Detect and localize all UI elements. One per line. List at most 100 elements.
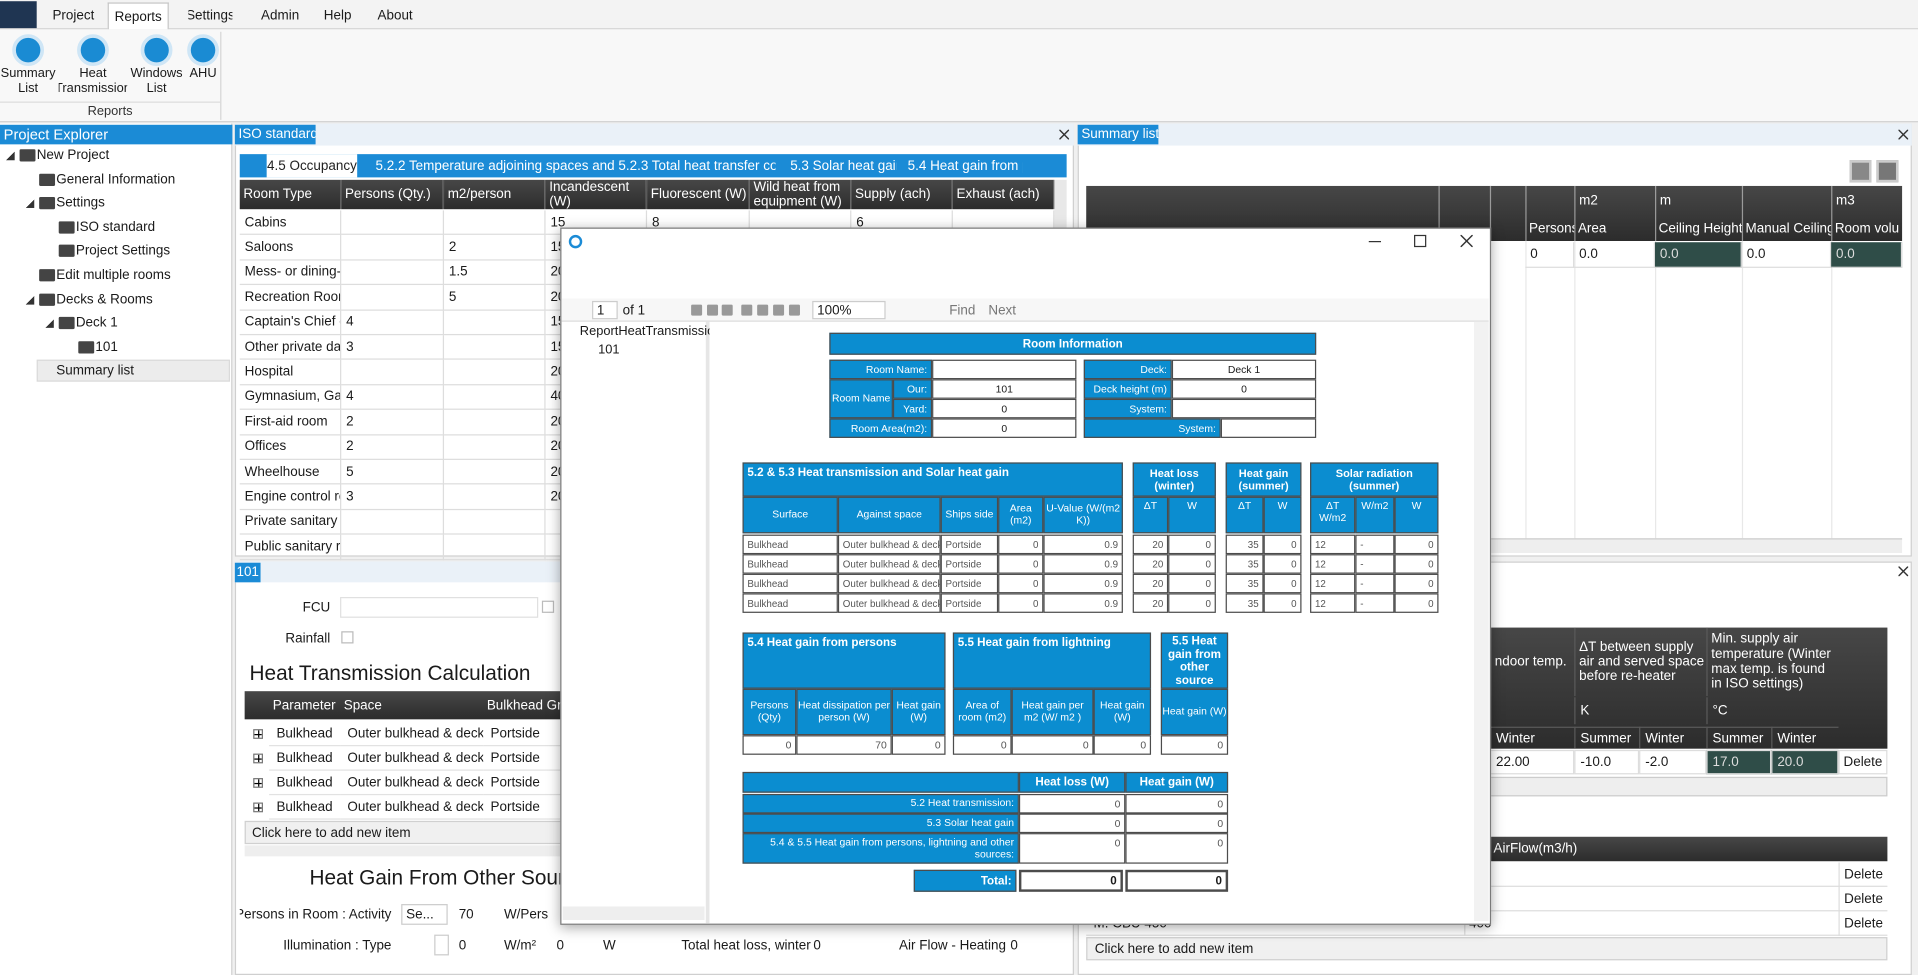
zoom-select[interactable]: 100% (812, 300, 886, 320)
tree-item[interactable]: 101 (95, 339, 118, 355)
close-glyph (1059, 129, 1070, 140)
tree-item[interactable]: New Project (36, 148, 110, 163)
expand-button[interactable] (253, 778, 263, 788)
ribbon-icon[interactable] (77, 34, 109, 67)
iso-panel-header (234, 123, 1074, 146)
table-cell: Recreation Rooms (239, 285, 342, 311)
report-cell: 0.9 (1043, 554, 1123, 574)
report-cell: Outer bulkhead & deck (837, 534, 941, 555)
tree-expander[interactable] (45, 319, 54, 329)
delete-button[interactable]: Delete (1838, 911, 1887, 936)
report-cell: - (1355, 593, 1395, 613)
report-label: System: (1083, 418, 1221, 438)
menu-tab[interactable]: Reports (107, 2, 169, 30)
menu-tab[interactable]: Help (324, 8, 352, 24)
checkbox[interactable] (541, 600, 555, 613)
tree-item[interactable]: Edit multiple rooms (56, 267, 171, 283)
tree-expander[interactable] (25, 295, 35, 305)
combo-box[interactable] (434, 934, 449, 956)
minimize-button[interactable] (1368, 240, 1382, 243)
report-title: Room Information (829, 332, 1317, 355)
table-cell: 5 (444, 285, 546, 311)
expand-button[interactable] (253, 729, 263, 739)
report-cell: 0 (1018, 833, 1126, 864)
next-button[interactable]: Next (988, 302, 1017, 318)
column-header: Parameter (272, 697, 336, 713)
tree-item[interactable]: ISO standard (75, 219, 156, 235)
toolbar-button[interactable] (707, 304, 719, 316)
toolbar-button[interactable] (757, 304, 769, 316)
column-header: Area (1577, 220, 1607, 236)
iso-panel-title[interactable]: ISO standard (234, 124, 316, 145)
tree-item[interactable]: Summary list (56, 363, 135, 379)
tree-item[interactable]: 101 (598, 341, 620, 357)
summary-panel-title[interactable]: Summary list (1077, 124, 1159, 145)
find-button[interactable]: Find (949, 302, 976, 318)
toolbar-button[interactable] (691, 304, 703, 316)
tree-item[interactable]: General Information (56, 171, 176, 187)
tree-item[interactable]: Project Settings (75, 243, 171, 259)
delete-button[interactable]: Delete (1838, 886, 1887, 912)
tree-item[interactable]: Deck 1 (75, 315, 118, 331)
combo-box[interactable] (340, 596, 539, 618)
column-header: Bulkhead Gro (486, 697, 563, 713)
ribbon-icon[interactable] (12, 34, 45, 67)
menu-tab[interactable]: Admin (261, 8, 300, 24)
add-item-row[interactable]: Click here to add new item (244, 820, 563, 845)
delete-button[interactable]: Delete (1838, 862, 1887, 887)
toolbar-button[interactable] (788, 304, 800, 316)
iso-tab[interactable]: 5.3 Solar heat gain (790, 158, 897, 174)
table-cell: Captain's Chief en (239, 310, 342, 336)
tree-expander[interactable] (6, 151, 15, 161)
iso-tab[interactable]: 5.2.2 Temperature adjoining spaces and 5… (375, 158, 776, 174)
table-cell: 0 (1525, 242, 1575, 268)
report-cell: 0.9 (1043, 573, 1123, 594)
close-button[interactable] (1898, 566, 1909, 577)
menu-tab[interactable]: Settings (188, 8, 233, 24)
report-cell: 0.9 (1043, 593, 1123, 613)
tree-item[interactable]: Settings (56, 195, 105, 211)
menu-tab[interactable]: Project (52, 8, 95, 24)
toolbar-button[interactable] (721, 304, 733, 316)
report-value: Deck 1 (1171, 359, 1317, 380)
column-header: AirFlow(m3/h) (1493, 841, 1578, 857)
iso-tab[interactable]: 5.4 Heat gain from per (907, 158, 1023, 174)
combo-box[interactable]: Se... (401, 904, 448, 925)
menu-tab[interactable]: About (377, 8, 413, 24)
page-input[interactable]: 1 (592, 300, 618, 320)
table-cell: Other private day (239, 335, 342, 361)
close-button[interactable] (1460, 234, 1473, 248)
expand-button[interactable] (253, 753, 263, 764)
tree-item[interactable]: ReportHeatTransmission (579, 323, 710, 339)
ribbon-button-label[interactable]: Windows List (130, 67, 183, 96)
toolbar-button[interactable] (1876, 160, 1899, 183)
room-panel-title[interactable]: 101 (234, 562, 261, 583)
toolbar-button[interactable] (1849, 160, 1872, 183)
column-header: Winter (1771, 726, 1839, 749)
maximize-button[interactable] (1414, 234, 1427, 248)
expand-button[interactable] (253, 802, 263, 813)
tree-item[interactable]: Decks & Rooms (56, 291, 153, 307)
page-count: of 1 (622, 302, 646, 318)
table-cell: Portside (483, 746, 563, 771)
iso-tab[interactable]: 4.5 Occupancy (266, 154, 358, 178)
field-label: Air Flow - Heating (899, 937, 1006, 953)
table-cell: Outer bulkhead & deck (340, 746, 484, 771)
checkbox[interactable] (341, 631, 354, 644)
report-column-header: Persons (Qty) (742, 688, 797, 736)
close-button[interactable] (1059, 129, 1070, 140)
add-item-row[interactable]: Click here to add new item (1086, 937, 1888, 961)
ribbon-button-label[interactable]: AHU (189, 67, 217, 81)
close-button[interactable] (1898, 129, 1909, 140)
table-cell (444, 210, 546, 236)
ribbon-icon[interactable] (140, 34, 173, 67)
ribbon-button-label[interactable]: Summary List (0, 67, 56, 96)
delete-button[interactable]: Delete (1838, 749, 1888, 775)
report-column-header: Heat gain (W) (1160, 688, 1229, 736)
toolbar-button[interactable] (741, 304, 753, 316)
tree-expander[interactable] (25, 199, 35, 209)
table-cell (444, 410, 546, 435)
ribbon-button-label[interactable]: Heat Transmission (58, 67, 128, 96)
toolbar-button[interactable] (773, 304, 785, 316)
ribbon-icon[interactable] (187, 34, 219, 67)
